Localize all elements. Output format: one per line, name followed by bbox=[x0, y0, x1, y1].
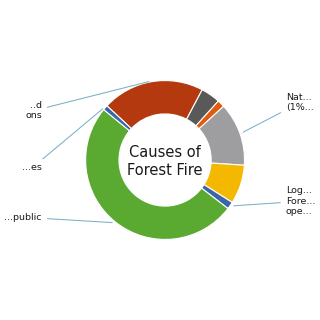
Wedge shape bbox=[204, 163, 244, 203]
Text: ..d
ons: ..d ons bbox=[25, 82, 149, 120]
Wedge shape bbox=[187, 90, 218, 126]
Text: ...public: ...public bbox=[4, 213, 112, 223]
Wedge shape bbox=[196, 101, 224, 129]
Text: Log...
Fore...
ope...: Log... Fore... ope... bbox=[234, 187, 315, 216]
Wedge shape bbox=[202, 185, 232, 209]
Text: ...es: ...es bbox=[22, 109, 103, 172]
Wedge shape bbox=[86, 109, 228, 239]
Text: Causes of: Causes of bbox=[129, 145, 201, 160]
Text: Forest Fire: Forest Fire bbox=[127, 163, 203, 178]
Text: Nat...
(1%...: Nat... (1%... bbox=[243, 93, 314, 132]
Wedge shape bbox=[104, 106, 132, 131]
Wedge shape bbox=[199, 106, 244, 165]
Wedge shape bbox=[107, 81, 202, 129]
